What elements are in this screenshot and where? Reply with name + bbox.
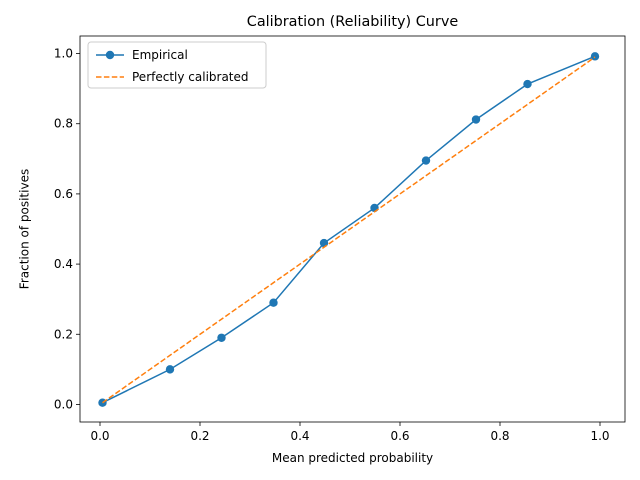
x-axis-label: Mean predicted probability [272,451,433,465]
series-line-1 [102,55,596,404]
data-point [370,203,379,213]
data-point [471,115,481,124]
legend-marker [105,50,115,60]
x-tick-label: 0.2 [190,429,209,443]
y-tick-label: 0.0 [54,397,73,411]
data-point [421,156,431,165]
y-tick-label: 0.8 [54,117,73,131]
data-point [590,52,600,61]
y-tick-label: 0.4 [54,257,73,271]
data-point [523,79,532,89]
axes-frame [79,35,626,423]
x-tick-label: 0.8 [490,429,509,443]
data-point [165,365,175,374]
legend-label-2: Perfectly calibrated [132,70,249,84]
x-tick-label: 1.0 [590,429,609,443]
series-line-2 [102,56,596,404]
data-point [269,298,278,307]
y-tick-label: 0.6 [54,187,73,201]
legend-box [87,41,267,89]
y-tick-label: 1.0 [54,47,73,61]
y-axis-label: Fraction of positives [18,169,32,289]
y-tick-label: 0.2 [54,327,73,341]
plot-area: 0.0 0.2 0.4 0.6 0.8 1.0 0.0 0.2 0.4 0.6 0.8 1.0 Empi… [54,35,626,443]
chart-title: Calibration (Reliability) Curve [247,14,459,30]
x-tick-label: 0.0 [90,429,109,443]
x-tick-label: 0.6 [390,429,409,443]
legend-label-1: Empirical [132,48,188,62]
x-tick-label: 0.4 [290,429,309,443]
data-point [217,333,226,342]
